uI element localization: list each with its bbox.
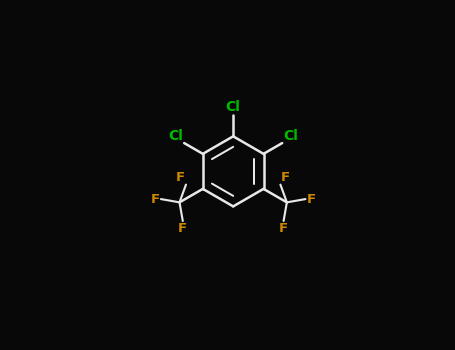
- Text: Cl: Cl: [226, 100, 241, 114]
- Text: Cl: Cl: [168, 128, 183, 142]
- Text: F: F: [176, 171, 185, 184]
- Text: Cl: Cl: [283, 128, 298, 142]
- Text: F: F: [281, 171, 290, 184]
- Text: F: F: [151, 193, 160, 205]
- Text: F: F: [279, 222, 288, 235]
- Text: F: F: [307, 193, 316, 205]
- Text: F: F: [178, 222, 187, 235]
